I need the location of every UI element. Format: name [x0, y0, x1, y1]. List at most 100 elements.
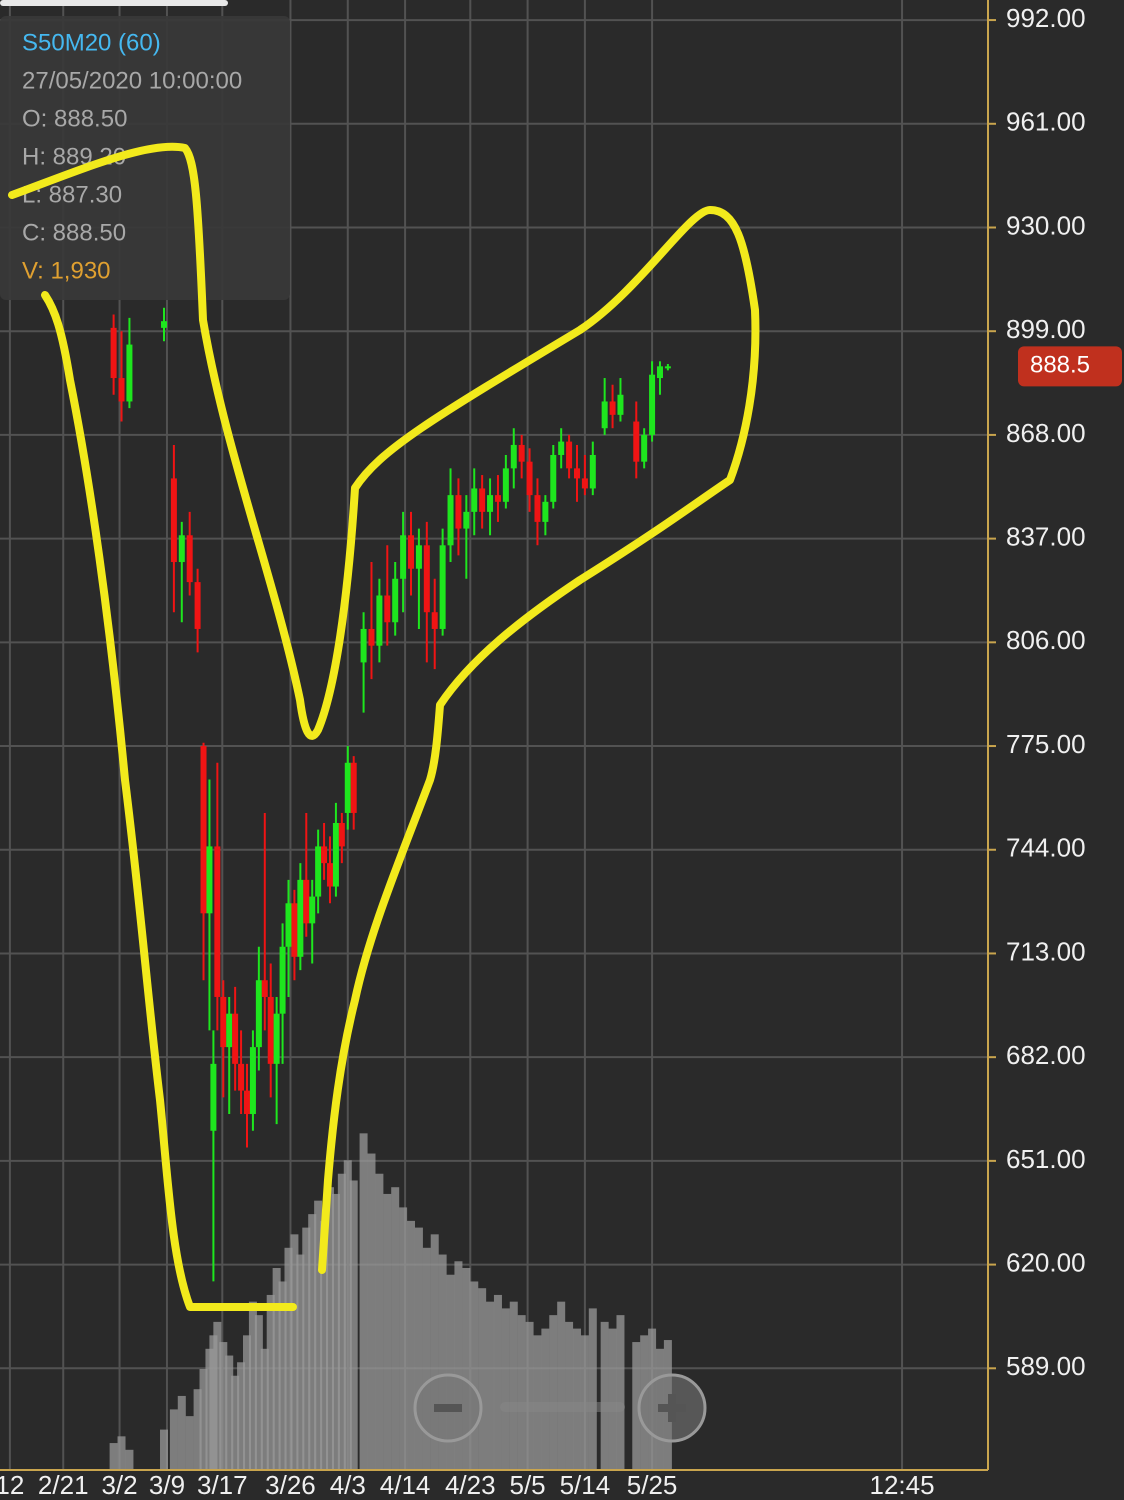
volume-bar — [407, 1220, 416, 1470]
tooltip-close: C: 888.50 — [22, 219, 126, 246]
last-price-badge — [1018, 346, 1122, 387]
candle-body — [326, 863, 333, 887]
candle-body — [617, 394, 624, 415]
hand-drawing — [8, 142, 760, 1311]
volume-bar — [325, 1187, 334, 1470]
volume-bar — [375, 1173, 384, 1470]
annotation-left-stroke — [41, 291, 297, 1311]
candle-body — [206, 846, 213, 914]
volume-bar — [109, 1443, 118, 1470]
candle-body — [303, 879, 310, 924]
x-tick-label: 4/14 — [380, 1470, 431, 1500]
candle-body — [226, 1013, 233, 1048]
candle-body — [273, 1013, 280, 1064]
candle-body — [244, 1090, 250, 1115]
candle-body — [408, 535, 415, 569]
candle-body — [447, 495, 454, 546]
candle-body — [338, 822, 345, 847]
candle-body — [194, 582, 201, 629]
candle-body — [439, 545, 446, 629]
volume-bar — [284, 1247, 293, 1470]
candle-body — [471, 488, 478, 512]
candle-body — [309, 896, 316, 924]
volume-bar — [454, 1261, 463, 1470]
candle-body — [321, 846, 328, 864]
volume-bar — [588, 1308, 597, 1470]
tooltip-box — [0, 16, 290, 300]
candle-body — [487, 495, 494, 512]
candle-body — [502, 468, 509, 502]
volume-bar — [254, 1315, 263, 1470]
volume-bar — [243, 1335, 251, 1470]
volume-bar — [177, 1395, 186, 1470]
volume-bar — [525, 1321, 534, 1470]
volume-bar — [501, 1308, 510, 1470]
candle-body — [573, 468, 580, 479]
candle-body — [267, 996, 274, 1064]
candle-body — [118, 378, 125, 402]
volume-bar — [470, 1281, 479, 1470]
volume-bar — [331, 1193, 340, 1470]
candle-body — [279, 946, 286, 1014]
candle-body — [220, 996, 227, 1048]
candle-body — [210, 1063, 217, 1131]
volume-bar — [478, 1288, 487, 1470]
candle-body — [344, 762, 351, 813]
candle-body — [649, 374, 656, 435]
volume-bar — [237, 1362, 246, 1470]
last-price-label: 888.5 — [1030, 352, 1090, 379]
candle-body — [589, 454, 596, 489]
volume-bar — [493, 1294, 502, 1470]
candle-body — [581, 478, 588, 489]
volume-bar — [302, 1227, 311, 1470]
volume-bar — [248, 1301, 257, 1470]
y-tick-label: 651.00 — [1006, 1144, 1086, 1174]
x-tick-label: 2/21 — [38, 1470, 89, 1500]
candle-body — [633, 421, 640, 462]
candle-body — [534, 495, 541, 522]
volume-bar — [486, 1301, 495, 1470]
x-tick-label: 5/14 — [560, 1470, 611, 1500]
volume-bar — [509, 1301, 518, 1470]
candle-body — [178, 535, 185, 563]
volume-bar — [308, 1214, 317, 1470]
y-tick-label: 682.00 — [1006, 1040, 1086, 1070]
volume-bar — [260, 1348, 269, 1470]
tooltip-volume: V: 1,930 — [22, 257, 111, 284]
volume-bar — [430, 1234, 439, 1470]
y-tick-label: 930.00 — [1006, 210, 1086, 240]
candle-layer — [110, 307, 671, 1282]
zoom-slider[interactable] — [500, 1402, 625, 1412]
candle-body — [360, 628, 367, 663]
candle-body — [291, 903, 298, 957]
zoom-out-icon — [434, 1404, 462, 1412]
y-tick-label: 589.00 — [1006, 1351, 1086, 1381]
tooltip-symbol: S50M20 (60) — [22, 29, 161, 56]
y-tick-label: 775.00 — [1006, 729, 1086, 759]
y-tick-label: 868.00 — [1006, 418, 1086, 448]
candle-body — [479, 488, 486, 512]
volume-bar — [383, 1193, 392, 1470]
candle-body — [350, 762, 357, 813]
y-tick-label: 620.00 — [1006, 1247, 1086, 1277]
volume-bar — [414, 1227, 423, 1470]
x-tick-label: 12:45 — [870, 1470, 935, 1500]
candle-body — [558, 441, 565, 455]
volume-bar — [632, 1342, 641, 1470]
volume-bar — [160, 1429, 169, 1470]
x-tick-label: 3/17 — [197, 1470, 248, 1500]
volume-bar — [169, 1409, 178, 1470]
volume-bar — [193, 1389, 202, 1470]
volume-bar — [572, 1328, 581, 1470]
candle-body — [297, 879, 304, 957]
volume-bar — [278, 1281, 287, 1470]
x-tick-label: 3/2 — [101, 1470, 137, 1500]
candle-body — [238, 1063, 245, 1091]
volume-bar — [266, 1294, 275, 1470]
candle-body — [542, 501, 549, 522]
candle-body — [249, 1047, 256, 1115]
axis-labels: 992.00 961.00 930.00 899.00 868.00 837.00 806.… — [0, 3, 1086, 1500]
candle-body — [455, 495, 462, 529]
candle-body — [255, 980, 262, 1048]
